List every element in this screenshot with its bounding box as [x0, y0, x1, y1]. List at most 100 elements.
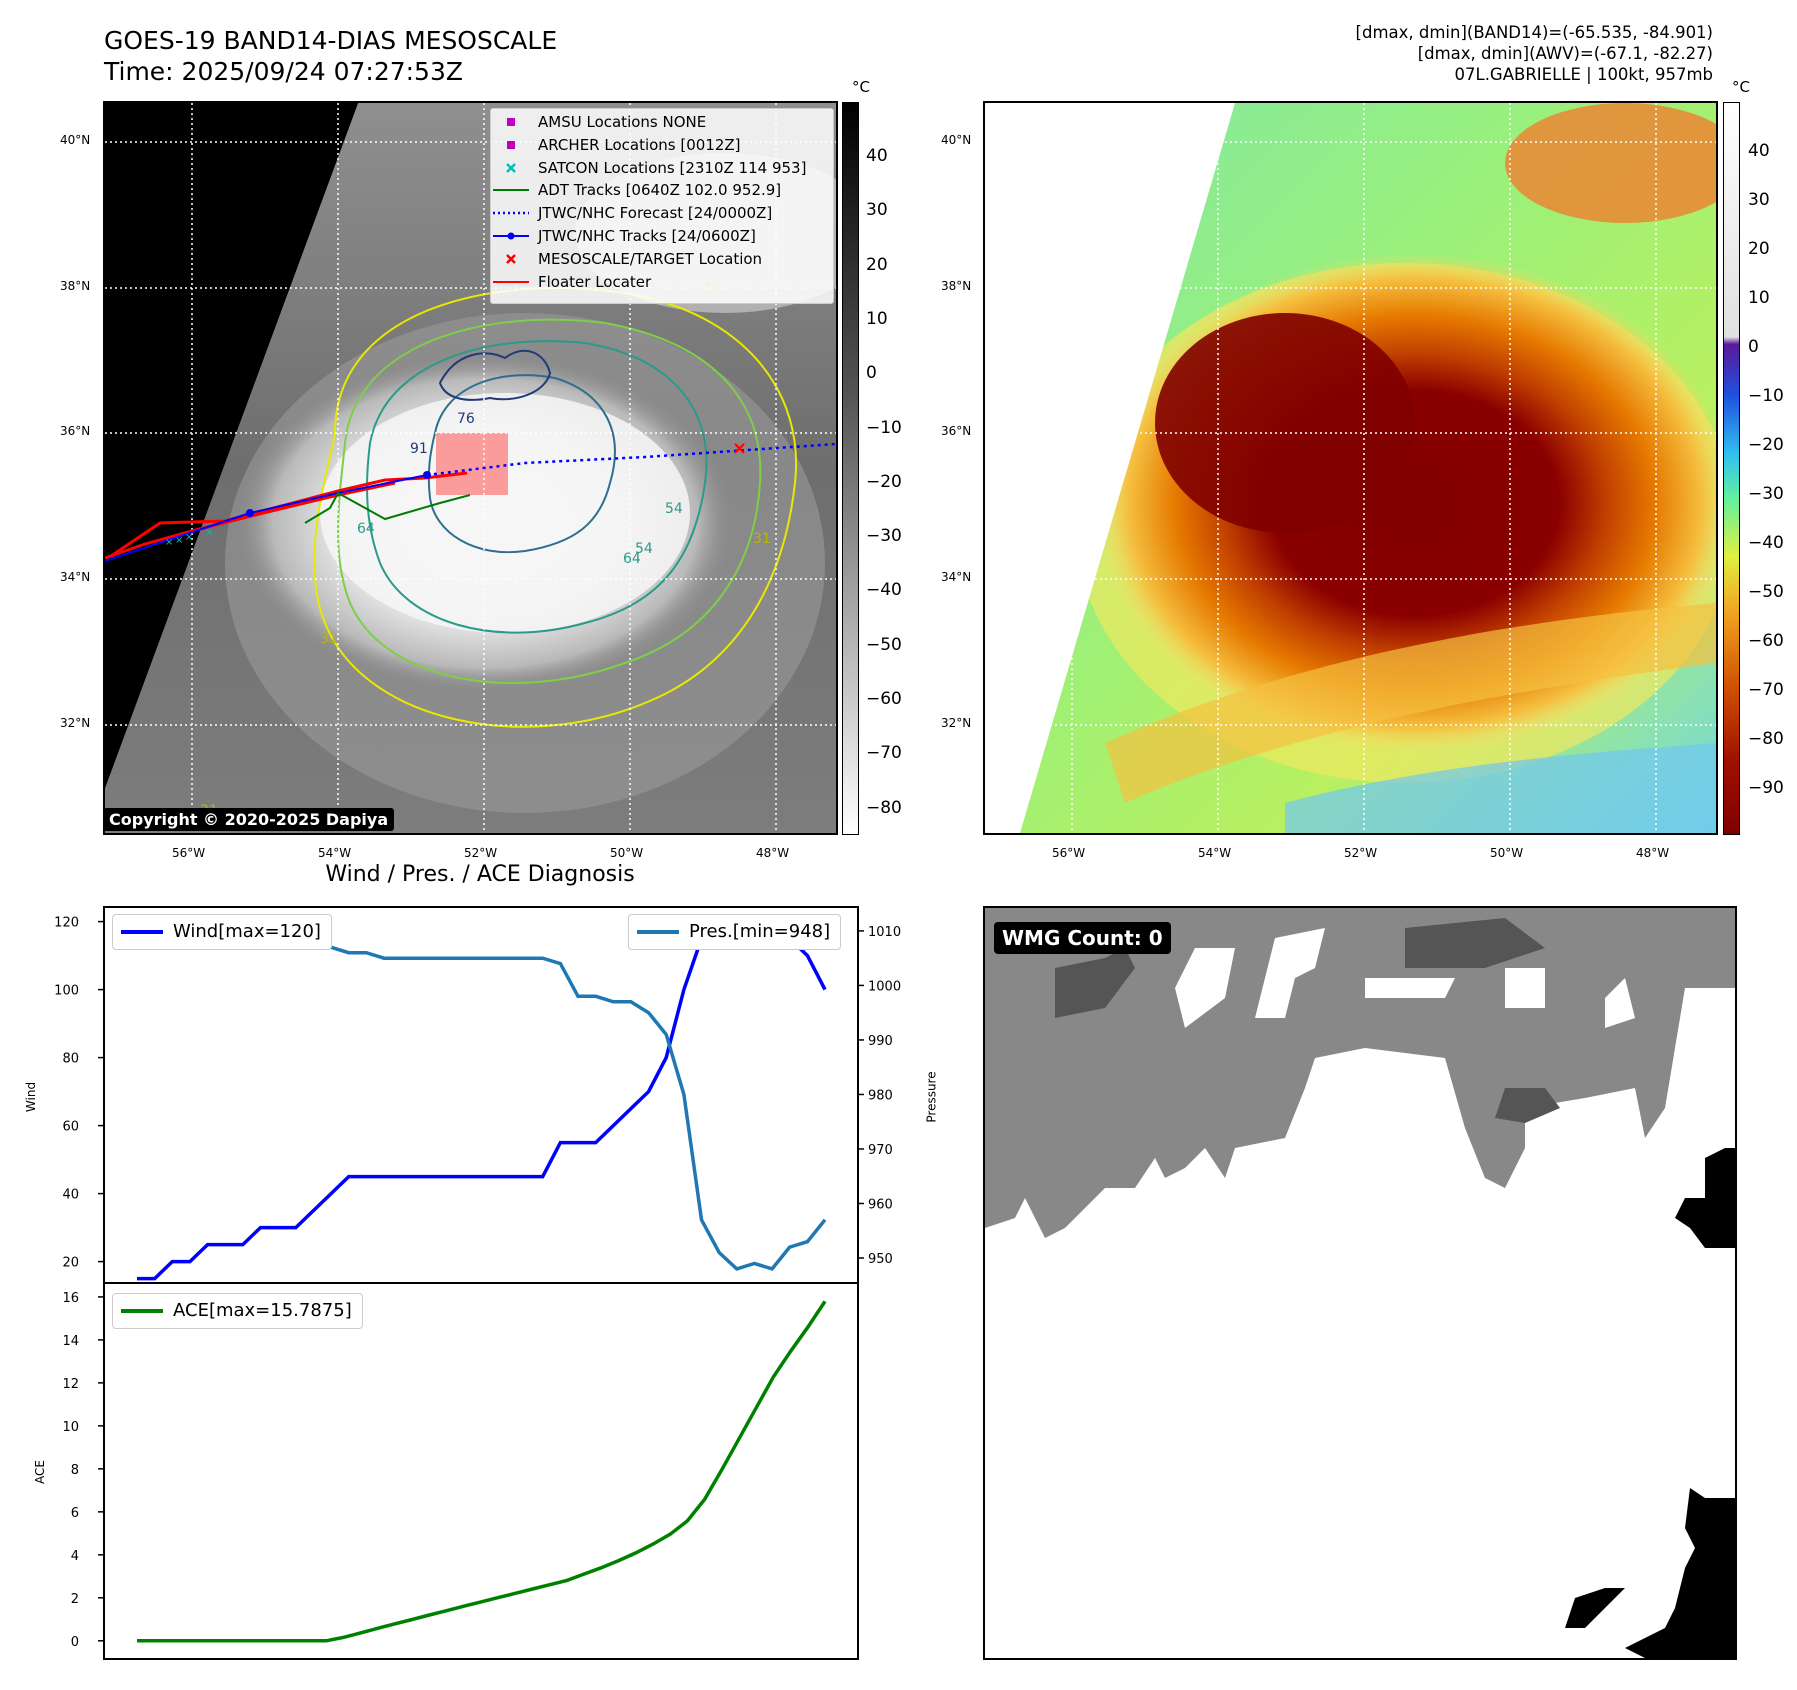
line-icon: [493, 280, 529, 283]
color-colorbar: [1723, 102, 1740, 835]
ace-legend-label: ACE[max=15.7875]: [173, 1300, 352, 1321]
lat-tick: 40°N: [941, 133, 972, 147]
x-marker-icon: [506, 253, 516, 264]
colorbar-unit: °C: [852, 78, 870, 96]
blue-line-icon: [121, 930, 163, 934]
y-tick-label: 120: [54, 916, 79, 931]
line-icon: [493, 189, 529, 192]
series-line: [137, 919, 827, 1281]
y-tick-label: 0: [71, 1635, 79, 1650]
colorbar-tick: −80: [866, 797, 902, 818]
awv-range-text: [dmax, dmin](AWV)=(-67.1, -82.27): [1417, 44, 1713, 63]
lat-tick: 34°N: [941, 570, 972, 584]
lat-tick: 36°N: [60, 424, 91, 438]
y-tick-label: 1010: [868, 925, 901, 940]
steelblue-line-icon: [637, 930, 679, 934]
ace-chart: [103, 1282, 859, 1660]
color-ir-map: [983, 101, 1718, 835]
diagnosis-title: Wind / Pres. / ACE Diagnosis: [325, 862, 635, 887]
legend-satcon: SATCON Locations [2310Z 114 953]: [491, 157, 833, 180]
y-tick-label: 980: [868, 1088, 893, 1103]
square-marker-icon: [507, 140, 515, 149]
lat-tick: 40°N: [60, 133, 91, 147]
lat-tick: 38°N: [941, 279, 972, 293]
lat-tick: 38°N: [60, 279, 91, 293]
contour-label: 64: [623, 551, 641, 567]
colorbar-tick: 0: [1748, 337, 1759, 357]
figure-title: GOES-19 BAND14-DIAS MESOSCALE: [104, 26, 558, 55]
lon-tick: 52°W: [1344, 846, 1378, 860]
y-tick-label: 100: [54, 984, 79, 999]
colorbar-tick: −10: [1748, 386, 1784, 406]
lon-tick: 56°W: [172, 846, 206, 860]
colorbar-tick: −50: [866, 634, 902, 655]
contour-label: 91: [410, 441, 428, 457]
colorbar-tick: 40: [1748, 141, 1770, 161]
lat-tick: 34°N: [60, 570, 91, 584]
colorbar-tick: 10: [1748, 288, 1770, 308]
wind-legend: Wind[max=120]: [112, 914, 332, 950]
wind-legend-label: Wind[max=120]: [173, 921, 321, 942]
colorbar-tick: −10: [866, 417, 902, 438]
colorbar-tick: −90: [1748, 778, 1784, 798]
colorbar-tick: −30: [1748, 484, 1784, 504]
wind-ylabel: Wind: [24, 1081, 39, 1113]
ace-ylabel: ACE: [32, 1460, 47, 1484]
legend-target: MESOSCALE/TARGET Location: [491, 248, 833, 271]
svg-text:×: ×: [205, 527, 213, 538]
track-legend: AMSU Locations NONE ARCHER Locations [00…: [490, 108, 834, 304]
y-tick-label: 8: [71, 1463, 79, 1478]
y-tick-label: 2: [71, 1592, 79, 1607]
svg-text:×: ×: [175, 535, 183, 546]
legend-label: AMSU Locations NONE: [538, 113, 707, 131]
contour-label: 31: [753, 531, 771, 547]
colorbar-tick: 20: [1748, 239, 1770, 259]
svg-text:×: ×: [185, 532, 193, 543]
colorbar-tick: −80: [1748, 729, 1784, 749]
legend-label: Floater Locater: [538, 272, 652, 291]
ace-legend: ACE[max=15.7875]: [112, 1293, 363, 1329]
legend-label: ADT Tracks [0640Z 102.0 952.9]: [538, 181, 782, 200]
band14-range-text: [dmax, dmin](BAND14)=(-65.535, -84.901): [1355, 23, 1713, 42]
colorbar-tick: −60: [1748, 631, 1784, 651]
colorbar-tick: −70: [1748, 680, 1784, 700]
lat-tick: 32°N: [941, 716, 972, 730]
green-line-icon: [121, 1309, 163, 1313]
contour-label: 64: [357, 521, 375, 537]
y-tick-label: 60: [62, 1120, 79, 1135]
contour-label: 76: [457, 411, 475, 427]
colorbar-tick: −70: [866, 743, 902, 764]
legend-archer: ARCHER Locations [0012Z]: [491, 134, 833, 157]
y-tick-label: 990: [868, 1034, 893, 1049]
wmg-count-badge: WMG Count: 0: [994, 922, 1171, 954]
lon-tick: 52°W: [464, 846, 498, 860]
legend-tracks: JTWC/NHC Tracks [24/0600Z]: [491, 225, 833, 248]
square-marker-icon: [507, 118, 515, 126]
legend-forecast: JTWC/NHC Forecast [24/0000Z]: [491, 202, 833, 225]
svg-text:×: ×: [165, 537, 173, 548]
pressure-ylabel: Pressure: [924, 1071, 939, 1123]
copyright-badge: Copyright © 2020-2025 Dapiya: [103, 808, 395, 831]
x-marker-icon: [506, 162, 516, 173]
colorbar-tick: 20: [866, 254, 888, 275]
legend-label: JTWC/NHC Tracks [24/0600Z]: [538, 226, 756, 245]
lat-tick: 32°N: [60, 716, 91, 730]
grayscale-ir-map: ×××× × 31 31 31 31 54 54 64 64 76 91: [103, 101, 838, 835]
wmg-svg: [985, 908, 1735, 1658]
y-tick-label: 6: [71, 1506, 79, 1521]
y-tick-label: 16: [62, 1291, 79, 1306]
colorbar-tick: −40: [1748, 533, 1784, 553]
pressure-legend: Pres.[min=948]: [628, 914, 842, 950]
y-tick-label: 12: [62, 1377, 79, 1392]
contour-label: 54: [635, 541, 653, 557]
figure-time: Time: 2025/09/24 07:27:53Z: [104, 57, 463, 86]
lat-tick: 36°N: [941, 424, 972, 438]
colorbar-tick: 10: [866, 308, 888, 329]
lon-tick: 56°W: [1052, 846, 1086, 860]
contour-label: 54: [665, 501, 683, 517]
lon-tick: 48°W: [756, 846, 790, 860]
colorbar-tick: −20: [1748, 435, 1784, 455]
series-line: [137, 1300, 827, 1643]
legend-label: MESOSCALE/TARGET Location: [538, 249, 763, 268]
